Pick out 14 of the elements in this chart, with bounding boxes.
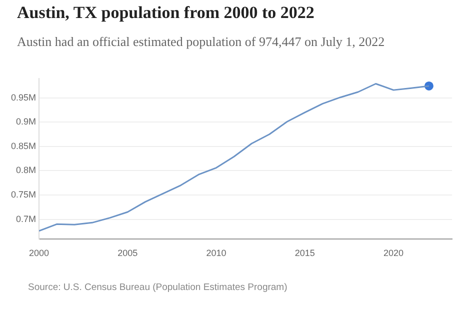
x-tick-label: 2010 — [206, 248, 226, 258]
chart-title: Austin, TX population from 2000 to 2022 — [17, 3, 314, 23]
x-tick-label: 2005 — [118, 248, 138, 258]
y-tick-label: 0.8M — [16, 165, 36, 176]
x-tick-label: 2015 — [294, 248, 315, 258]
y-tick-label: 0.75M — [11, 189, 36, 200]
x-tick-label: 2020 — [383, 248, 404, 258]
y-tick-label: 0.9M — [16, 116, 36, 127]
x-tick-label: 2000 — [29, 248, 50, 258]
y-tick-label: 0.85M — [11, 140, 36, 151]
chart-subtitle: Austin had an official estimated population of 974,447 on July 1, 2022 — [17, 34, 385, 50]
y-tick-label: 0.7M — [16, 214, 36, 224]
y-tick-label: 0.95M — [11, 92, 36, 102]
source-note: Source: U.S. Census Bureau (Population Estimates Program) — [28, 282, 288, 293]
